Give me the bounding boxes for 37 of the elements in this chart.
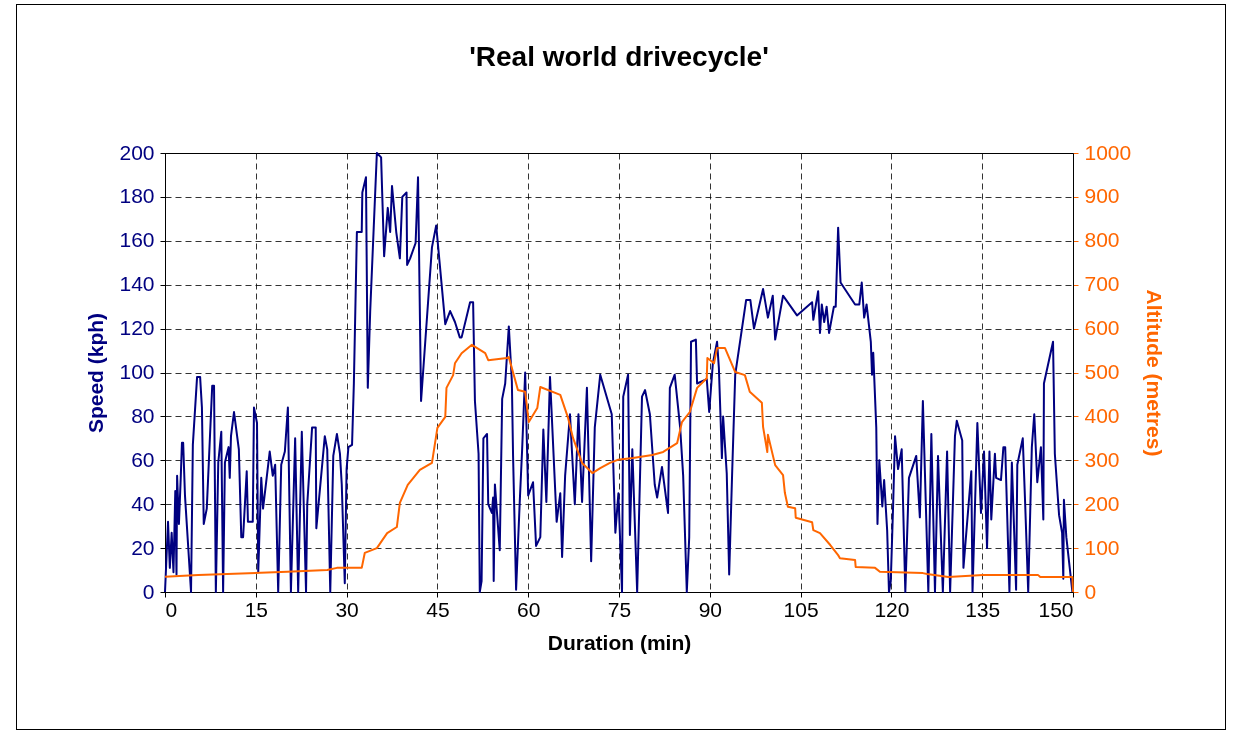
y2-tick-label: 700 [1084, 272, 1120, 296]
y-tick-label: 120 [119, 316, 155, 340]
y2-tick-label: 800 [1084, 228, 1120, 252]
y-tick-label: 200 [119, 140, 155, 164]
y-tick-label: 140 [119, 272, 155, 296]
y2-tick-label: 600 [1084, 316, 1120, 340]
y-axis-title: Speed (kph) [84, 312, 108, 434]
x-tick-label: 150 [1038, 597, 1074, 621]
y-tick-label: 0 [142, 579, 155, 603]
y-tick-label: 60 [131, 447, 155, 471]
x-tick-label: 60 [517, 597, 541, 621]
chart-title: 'Real world drivecycle' [469, 41, 769, 72]
y-tick-label: 160 [119, 228, 155, 252]
y2-tick-label: 500 [1084, 360, 1120, 383]
y-tick-label: 20 [131, 535, 155, 559]
x-tick-label: 75 [607, 597, 632, 621]
y-tick-label: 100 [119, 360, 155, 383]
y-tick-label: 40 [131, 491, 155, 515]
x-tick-label: 45 [426, 597, 450, 621]
x-tick-label: 0 [165, 597, 178, 621]
x-tick-label: 120 [874, 597, 910, 621]
y2-tick-label: 300 [1084, 447, 1120, 471]
x-axis-title: Duration (min) [547, 630, 692, 654]
x-tick-label: 90 [698, 597, 722, 621]
y-tick-label: 180 [119, 184, 155, 208]
y2-axis-title: Altitude (metres) [1143, 289, 1167, 457]
y-tick-label: 80 [131, 403, 155, 427]
y2-tick-label: 400 [1084, 403, 1120, 427]
x-tick-label: 105 [783, 597, 819, 621]
x-tick-label: 30 [335, 597, 359, 621]
y2-tick-label: 1000 [1084, 140, 1132, 164]
y2-tick-label: 200 [1084, 491, 1120, 515]
x-tick-label: 135 [965, 597, 1001, 621]
y2-tick-label: 100 [1084, 535, 1120, 559]
y2-tick-label: 0 [1084, 579, 1097, 603]
x-tick-label: 15 [244, 597, 268, 621]
y2-tick-label: 900 [1084, 184, 1120, 208]
